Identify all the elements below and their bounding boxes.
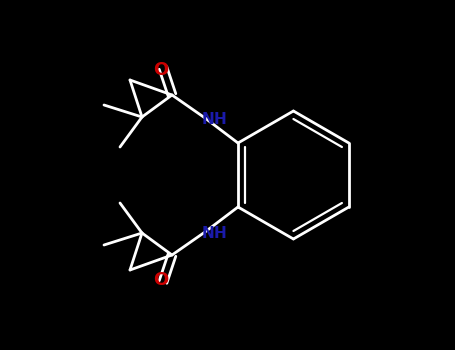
Text: O: O [153, 61, 169, 79]
Text: H: H [214, 112, 227, 127]
Text: N: N [202, 226, 214, 242]
Text: O: O [153, 271, 169, 289]
Text: N: N [202, 112, 214, 127]
Text: H: H [214, 226, 227, 242]
